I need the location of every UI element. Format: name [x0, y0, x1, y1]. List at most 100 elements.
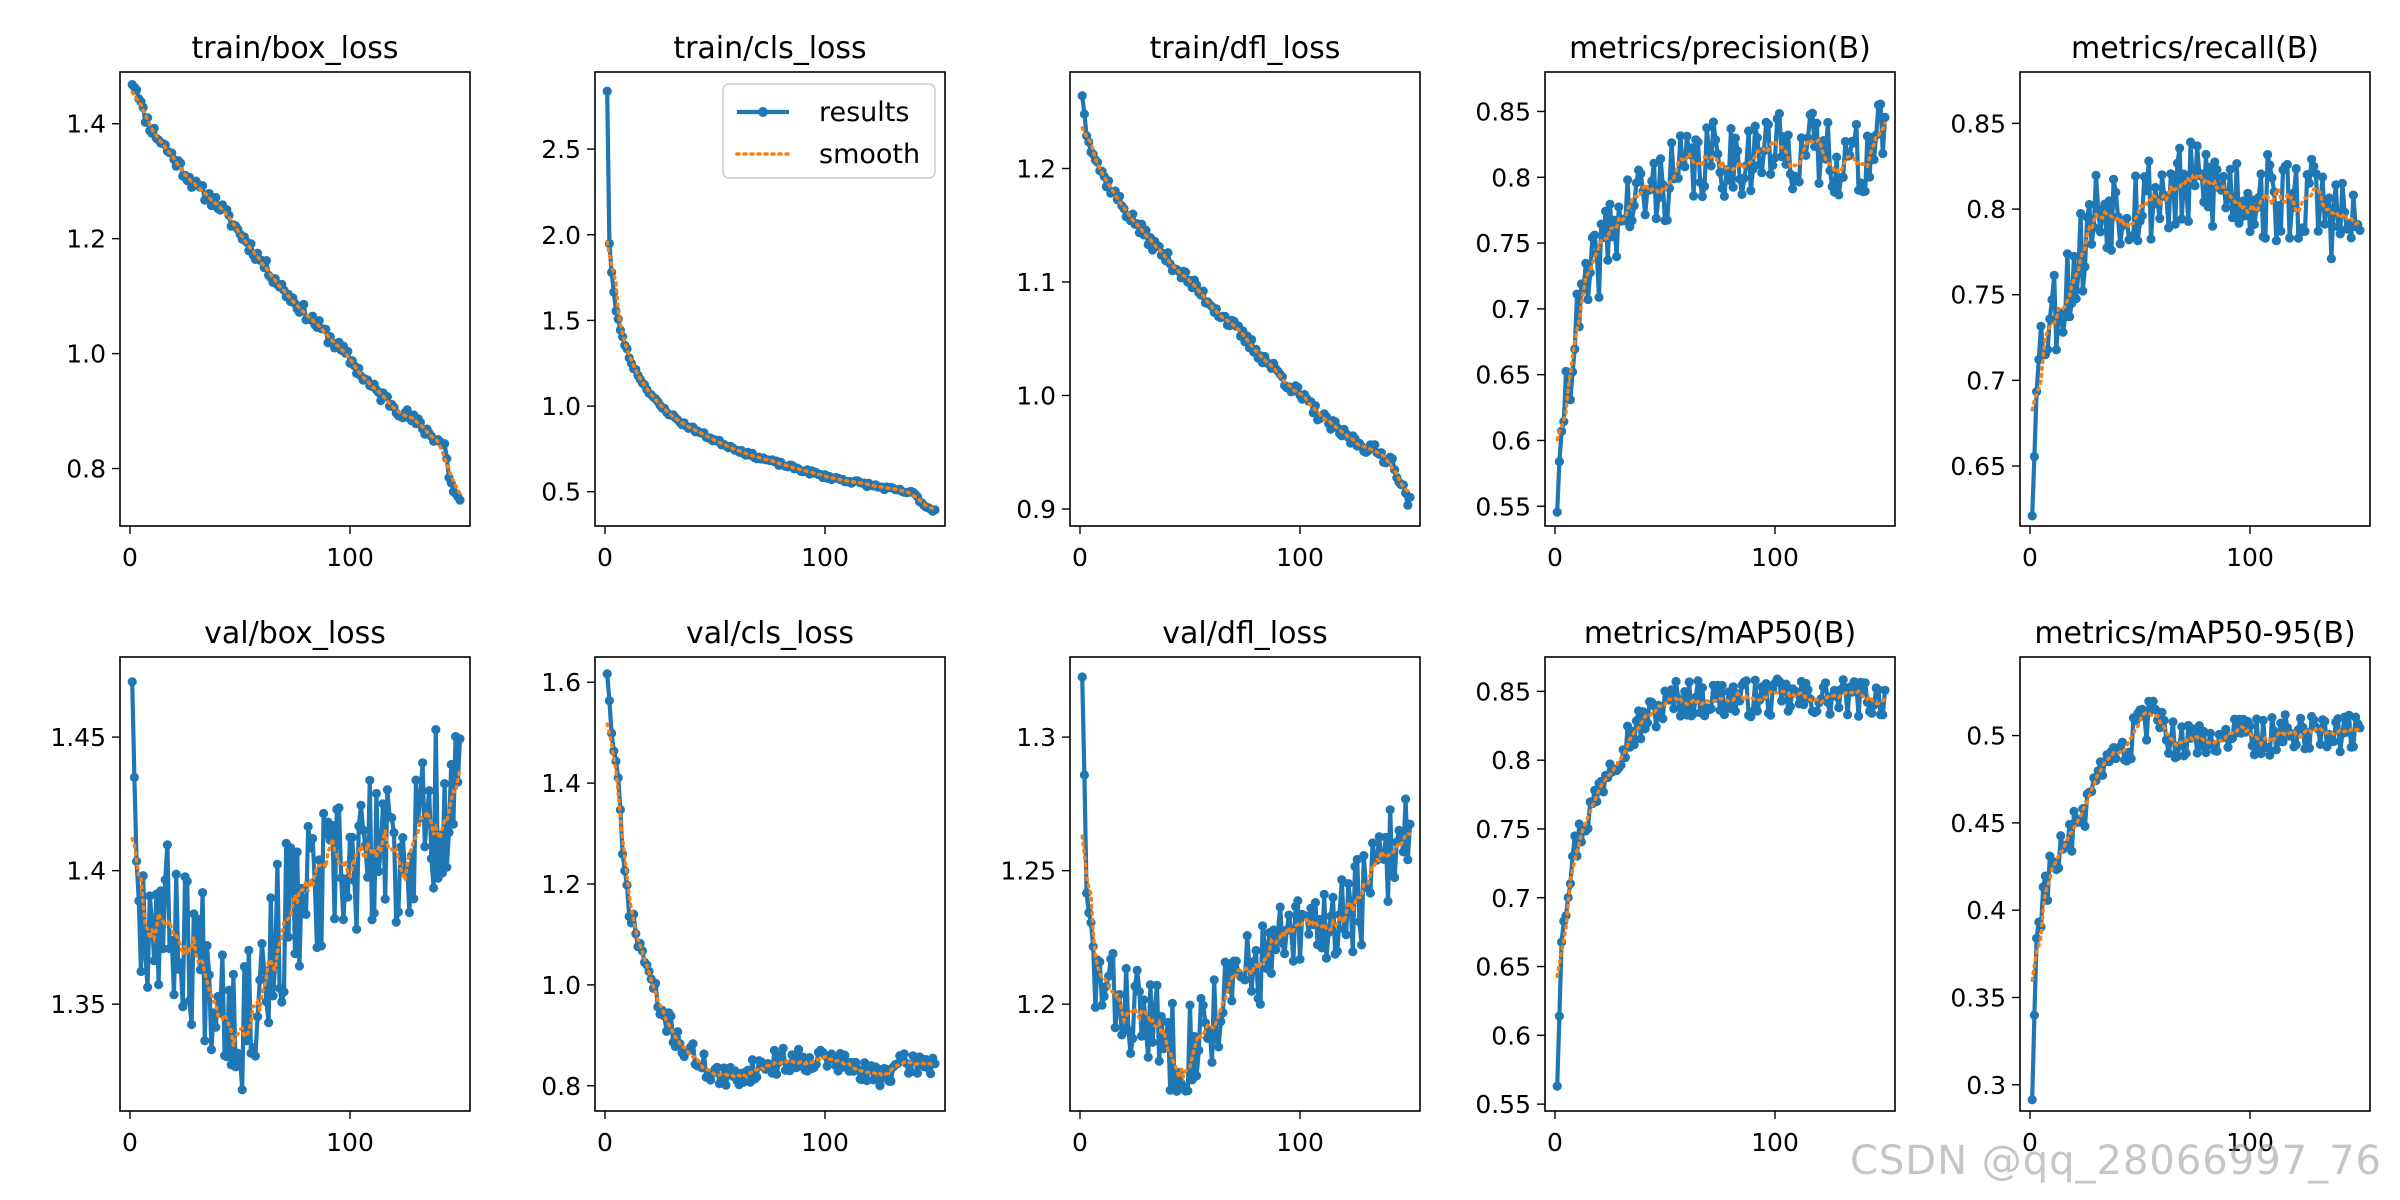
results-point: [2300, 226, 2310, 236]
results-point: [1878, 148, 1888, 159]
results-point: [772, 1069, 782, 1079]
results-point: [198, 888, 208, 898]
results-point: [1803, 685, 1813, 695]
y-tick-label: 0.8: [541, 1072, 581, 1101]
y-tick-label: 0.85: [1475, 97, 1531, 126]
x-tick-label: 0: [2022, 1128, 2038, 1157]
results-point: [2223, 742, 2233, 752]
results-point: [2335, 229, 2345, 239]
results-point: [2069, 251, 2079, 261]
results-point: [1123, 1025, 1133, 1035]
results-point: [1706, 704, 1716, 714]
x-tick-label: 100: [801, 1128, 849, 1157]
results-point: [1554, 457, 1564, 467]
axes-frame: [2019, 71, 2371, 527]
results-point: [2208, 221, 2218, 231]
results-point: [2181, 748, 2191, 758]
results-point: [356, 800, 366, 810]
y-tick-label: 1.2: [541, 870, 581, 899]
results-point: [1139, 995, 1149, 1005]
results-point: [2069, 806, 2079, 817]
y-tick-label: 1.2: [66, 225, 106, 254]
results-point: [1247, 335, 1257, 345]
results-point: [798, 1052, 808, 1062]
results-point: [162, 840, 172, 850]
results-point: [1332, 946, 1342, 957]
results-point: [1869, 155, 1879, 165]
results-point: [1860, 678, 1870, 688]
results-point: [2201, 149, 2211, 159]
y-tick-label: 0.9: [1016, 495, 1056, 524]
results-point: [2276, 718, 2286, 728]
results-point: [1284, 910, 1294, 920]
results-point: [319, 808, 329, 819]
results-point: [382, 785, 392, 795]
results-point: [415, 791, 425, 801]
results-point: [1198, 1000, 1208, 1010]
results-point: [1788, 184, 1798, 194]
chart-title: train/dfl_loss: [1150, 31, 1341, 66]
results-point: [1693, 676, 1703, 686]
results-point: [739, 1077, 749, 1087]
results-point: [352, 924, 362, 934]
results-point: [253, 248, 263, 258]
results-point: [776, 1050, 786, 1060]
results-point: [158, 944, 168, 954]
smooth-series-line: [1080, 831, 1412, 1085]
results-point: [2144, 156, 2154, 166]
results-point: [1766, 169, 1776, 179]
results-point: [1768, 160, 1778, 170]
results-point: [2243, 188, 2253, 198]
results-point: [431, 725, 441, 735]
x-tick-label: 100: [1276, 543, 1324, 572]
results-point: [2054, 863, 2064, 873]
results-point: [1552, 507, 1562, 517]
results-point: [2210, 157, 2220, 167]
results-point: [1302, 911, 1312, 921]
results-point: [2122, 213, 2132, 223]
results-point: [2111, 187, 2121, 197]
results-point: [1669, 704, 1679, 714]
results-point: [2329, 736, 2339, 747]
results-point: [411, 775, 421, 785]
results-point: [1739, 173, 1749, 183]
results-point: [178, 1002, 188, 1012]
results-point: [1185, 1000, 1195, 1010]
results-point: [160, 875, 170, 885]
chart-panel: train/cls_loss 0 100 0.5 1.0 1.5 2.0 2.5 results…: [541, 31, 946, 572]
results-point: [1876, 99, 1886, 109]
chart-title: metrics/mAP50-95(B): [2034, 616, 2355, 651]
results-point: [1152, 980, 1162, 991]
results-point: [2155, 723, 2165, 733]
results-point: [688, 1039, 698, 1049]
y-tick-label: 0.35: [1950, 984, 2006, 1013]
results-point: [2267, 173, 2277, 183]
results-point: [926, 1069, 936, 1079]
results-point: [1359, 851, 1369, 861]
results-point: [272, 859, 282, 869]
results-point: [200, 1036, 210, 1046]
results-point: [1658, 714, 1668, 724]
results-point: [868, 1075, 879, 1085]
results-point: [1781, 679, 1791, 689]
results-point: [2115, 239, 2125, 249]
results-point: [1653, 193, 1663, 203]
results-point: [1656, 154, 1666, 164]
y-tick-label: 0.3: [1966, 1071, 2006, 1100]
x-tick-label: 0: [597, 543, 613, 572]
y-tick-label: 0.6: [1491, 426, 1531, 455]
results-point: [343, 892, 353, 902]
results-point: [1682, 131, 1692, 141]
legend-results-label: results: [819, 97, 909, 128]
results-point: [2282, 159, 2292, 170]
results-point: [873, 1064, 883, 1074]
results-point: [2313, 226, 2323, 236]
results-point: [1258, 921, 1268, 931]
results-point: [140, 950, 150, 960]
legend-smooth-label: smooth: [819, 139, 920, 170]
results-point: [237, 1085, 247, 1095]
results-point: [1266, 968, 1276, 979]
results-point: [369, 908, 379, 918]
results-point: [358, 825, 368, 835]
y-tick-label: 1.35: [50, 990, 106, 1019]
